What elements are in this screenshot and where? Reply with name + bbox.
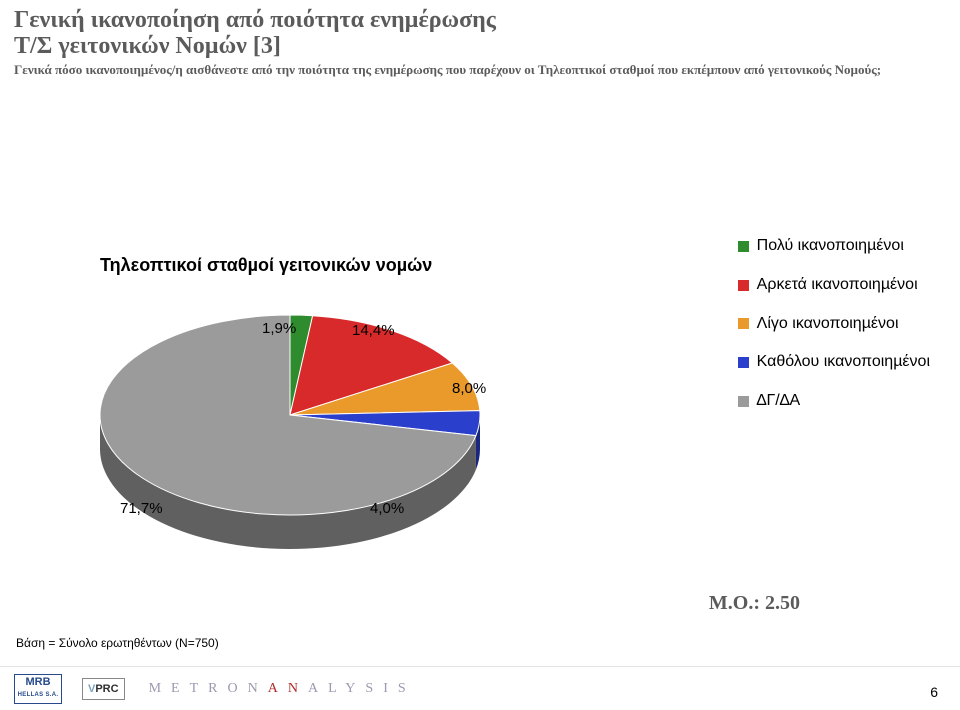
metron-letter: A: [268, 681, 288, 696]
legend-swatch: [738, 280, 749, 291]
footer: MRB HELLAS S.A. VPRC METRONANALYSIS: [0, 666, 960, 710]
page-title-line2: Τ/Σ γειτονικών Νοµών [3]: [14, 34, 946, 60]
legend-label: Αρκετά ικανοποιηµένοι: [757, 269, 918, 302]
metron-letter: I: [383, 681, 398, 696]
metron-letter: S: [365, 681, 383, 696]
pie-data-label: 14,4%: [352, 322, 395, 339]
metron-letter: A: [308, 681, 328, 696]
page-number: 6: [930, 684, 938, 700]
legend-item: Αρκετά ικανοποιηµένοι: [738, 269, 930, 302]
metron-letter: E: [171, 681, 190, 696]
mrb-sub: HELLAS S.A.: [17, 689, 59, 702]
question-text: Γενικά πόσο ικανοποιηµένος/η αισθάνεστε …: [14, 62, 946, 78]
legend-item: Λίγο ικανοποιηµένοι: [738, 308, 930, 341]
mrb-logo: MRB HELLAS S.A.: [14, 674, 62, 704]
metron-logo: METRONANALYSIS: [149, 682, 416, 696]
pie-chart: [90, 300, 510, 560]
page-title-line1: Γενική ικανοποίηση από ποιότητα ενηµέρωσ…: [14, 8, 946, 34]
vprc-logo: VPRC: [82, 678, 125, 700]
metron-letter: R: [208, 681, 227, 696]
vprc-text: PRC: [95, 683, 118, 695]
legend: Πολύ ικανοποιηµένοι Αρκετά ικανοποιηµένοι…: [738, 230, 930, 424]
title-block: Γενική ικανοποίηση από ποιότητα ενηµέρωσ…: [0, 0, 960, 77]
metron-letter: M: [149, 681, 171, 696]
legend-item: Καθόλου ικανοποιηµένοι: [738, 346, 930, 379]
legend-swatch: [738, 357, 749, 368]
legend-swatch: [738, 241, 749, 252]
legend-swatch: [738, 318, 749, 329]
legend-item: ∆Γ/∆Α: [738, 385, 930, 418]
chart-title: Τηλεοπτικοί σταθµοί γειτονικών νοµών: [100, 255, 432, 276]
pie-data-label: 8,0%: [452, 380, 486, 397]
metron-letter: L: [328, 681, 345, 696]
pie-svg: [90, 300, 510, 560]
legend-label: Καθόλου ικανοποιηµένοι: [757, 346, 930, 379]
page: Γενική ικανοποίηση από ποιότητα ενηµέρωσ…: [0, 0, 960, 710]
metron-letter: N: [248, 681, 268, 696]
pie-data-label: 4,0%: [370, 500, 404, 517]
base-text: Βάση = Σύνολο ερωτηθέντων (N=750): [16, 636, 219, 650]
legend-swatch: [738, 396, 749, 407]
metron-letter: S: [398, 681, 416, 696]
legend-label: Πολύ ικανοποιηµένοι: [757, 230, 904, 263]
legend-label: ∆Γ/∆Α: [757, 385, 801, 418]
legend-item: Πολύ ικανοποιηµένοι: [738, 230, 930, 263]
metron-letter: N: [288, 681, 308, 696]
metron-letter: Y: [345, 681, 365, 696]
pie-data-label: 71,7%: [120, 500, 163, 517]
metron-letter: T: [190, 681, 209, 696]
metron-letter: O: [228, 681, 248, 696]
legend-label: Λίγο ικανοποιηµένοι: [757, 308, 899, 341]
mean-score: M.O.: 2.50: [709, 592, 800, 615]
mrb-text: MRB: [25, 676, 50, 688]
pie-data-label: 1,9%: [262, 320, 296, 337]
